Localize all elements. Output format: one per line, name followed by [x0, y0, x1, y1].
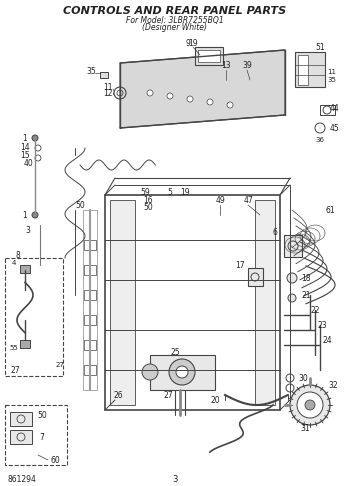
- Bar: [84, 290, 96, 300]
- Bar: [255, 200, 275, 405]
- Circle shape: [290, 385, 330, 425]
- Text: For Model: 3LBR7255BQ1: For Model: 3LBR7255BQ1: [126, 16, 224, 24]
- Circle shape: [305, 400, 315, 410]
- Text: 35: 35: [86, 68, 96, 76]
- Text: 27: 27: [10, 365, 20, 375]
- Circle shape: [147, 90, 153, 96]
- Bar: [110, 200, 135, 405]
- Circle shape: [207, 99, 213, 105]
- Bar: [84, 265, 96, 275]
- Bar: [10, 430, 32, 444]
- Circle shape: [169, 359, 195, 385]
- Bar: [105, 195, 280, 410]
- Text: 19: 19: [180, 188, 190, 196]
- Text: 55: 55: [10, 345, 18, 351]
- Text: 3: 3: [172, 474, 178, 484]
- Circle shape: [227, 102, 233, 108]
- Text: 45: 45: [330, 123, 340, 133]
- Circle shape: [187, 96, 193, 102]
- Text: 12: 12: [103, 89, 113, 99]
- Text: 27: 27: [163, 390, 173, 399]
- Text: 11: 11: [328, 69, 336, 75]
- Bar: [298, 55, 308, 85]
- Text: 51: 51: [315, 44, 325, 52]
- Bar: [320, 105, 335, 115]
- Text: 7: 7: [40, 433, 44, 441]
- Bar: [83, 210, 97, 390]
- Text: 35: 35: [328, 77, 336, 83]
- Circle shape: [176, 366, 188, 378]
- Bar: [84, 315, 96, 325]
- Bar: [84, 365, 96, 375]
- Text: 6: 6: [273, 227, 278, 237]
- Bar: [20, 340, 30, 348]
- Bar: [150, 355, 215, 390]
- Circle shape: [32, 135, 38, 141]
- Bar: [248, 268, 263, 286]
- Text: 22: 22: [310, 306, 320, 314]
- Text: 50: 50: [75, 201, 85, 209]
- Circle shape: [288, 294, 296, 302]
- Text: 50: 50: [37, 411, 47, 419]
- Text: 36: 36: [315, 137, 324, 143]
- Circle shape: [142, 364, 158, 380]
- Text: 16: 16: [143, 195, 153, 205]
- Text: 20: 20: [210, 396, 220, 404]
- Bar: [198, 50, 220, 62]
- Text: 3: 3: [26, 226, 30, 235]
- Text: 14: 14: [20, 142, 30, 152]
- Circle shape: [32, 212, 38, 218]
- Bar: [20, 265, 30, 273]
- Text: 11: 11: [103, 83, 113, 91]
- Text: 60: 60: [50, 455, 60, 465]
- Circle shape: [167, 93, 173, 99]
- Text: 21: 21: [301, 291, 311, 299]
- Bar: [284, 235, 302, 257]
- Text: 25: 25: [170, 347, 180, 357]
- Text: 26: 26: [113, 390, 123, 399]
- Text: 32: 32: [328, 381, 338, 389]
- Text: 9: 9: [186, 39, 190, 49]
- Text: 15: 15: [20, 151, 30, 159]
- Text: 40: 40: [23, 158, 33, 168]
- Polygon shape: [120, 50, 285, 128]
- Text: 44: 44: [330, 104, 340, 112]
- Text: 61: 61: [325, 206, 335, 214]
- Circle shape: [297, 392, 323, 418]
- Text: 1: 1: [23, 134, 27, 142]
- Text: CONTROLS AND REAR PANEL PARTS: CONTROLS AND REAR PANEL PARTS: [63, 6, 287, 16]
- Text: 8: 8: [16, 250, 20, 260]
- Bar: [84, 340, 96, 350]
- Bar: [84, 240, 96, 250]
- Text: 39: 39: [242, 62, 252, 70]
- Bar: [195, 47, 223, 65]
- Bar: [100, 72, 108, 78]
- Text: 23: 23: [317, 320, 327, 330]
- Text: 5: 5: [168, 188, 173, 196]
- Text: (Designer White): (Designer White): [142, 22, 208, 32]
- Text: 24: 24: [322, 335, 332, 345]
- Text: 13: 13: [221, 62, 231, 70]
- Text: 49: 49: [215, 195, 225, 205]
- Bar: [295, 52, 325, 87]
- Text: 4: 4: [12, 260, 16, 266]
- Text: 1: 1: [23, 210, 27, 220]
- Text: 17: 17: [235, 260, 245, 270]
- Text: 31: 31: [300, 423, 310, 433]
- Text: 59: 59: [140, 188, 150, 196]
- Bar: [5, 258, 63, 376]
- Text: 50: 50: [143, 203, 153, 211]
- Circle shape: [287, 273, 297, 283]
- Text: 27: 27: [56, 362, 64, 368]
- Text: 18: 18: [301, 274, 311, 282]
- Bar: [5, 405, 67, 465]
- Text: 19: 19: [188, 39, 198, 49]
- Text: 861294: 861294: [8, 474, 37, 484]
- Text: 30: 30: [298, 374, 308, 382]
- Text: 47: 47: [243, 195, 253, 205]
- Bar: [10, 412, 32, 426]
